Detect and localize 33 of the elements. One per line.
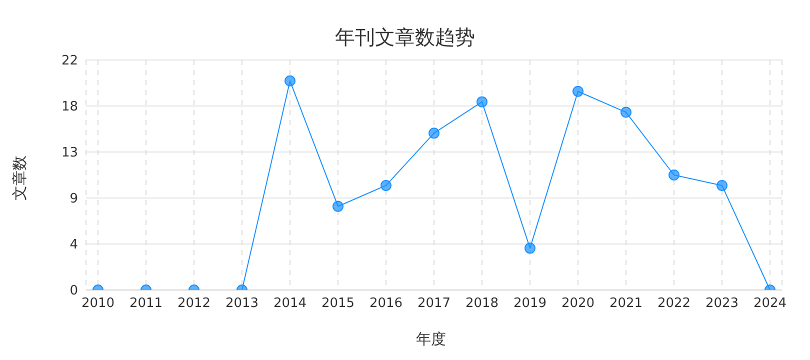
point	[428, 128, 440, 139]
x-tick-label: 2019	[513, 296, 547, 312]
x-tick-label: 2011	[129, 296, 163, 312]
point	[380, 180, 392, 191]
x-axis-title: 年度	[416, 330, 446, 348]
y-tick-label: 9	[70, 192, 78, 207]
y-tick-label: 4	[70, 238, 78, 253]
x-tick-label: 2020	[561, 296, 595, 312]
x-tick-label: 2012	[177, 296, 211, 312]
y-tick-label: 0	[70, 284, 78, 299]
y-tick-label: 18	[61, 100, 78, 115]
point	[476, 96, 488, 108]
x-tick-label: 2018	[465, 296, 499, 312]
point	[620, 106, 632, 118]
point	[284, 75, 296, 86]
y-tick-label: 22	[61, 54, 78, 69]
x-tick-label: 2021	[609, 296, 643, 312]
chart-title: 年刊文章数趋势	[334, 24, 476, 51]
point	[668, 170, 680, 180]
x-tick-label: 2013	[225, 296, 259, 312]
point	[572, 86, 584, 97]
x-tick-label: 2017	[417, 296, 451, 312]
x-tick-label: 2014	[273, 296, 307, 312]
y-axis-title: 文章数	[10, 156, 30, 200]
x-tick-label: 2022	[657, 296, 691, 312]
y-tick-label: 13	[61, 146, 78, 161]
point	[716, 180, 728, 191]
x-tick-label: 2024	[753, 296, 787, 312]
x-tick-label: 2016	[369, 296, 403, 312]
x-tick-label: 2023	[705, 296, 739, 312]
point	[332, 200, 344, 212]
x-tick-label: 2010	[81, 296, 115, 312]
x-tick-label: 2015	[321, 296, 355, 312]
